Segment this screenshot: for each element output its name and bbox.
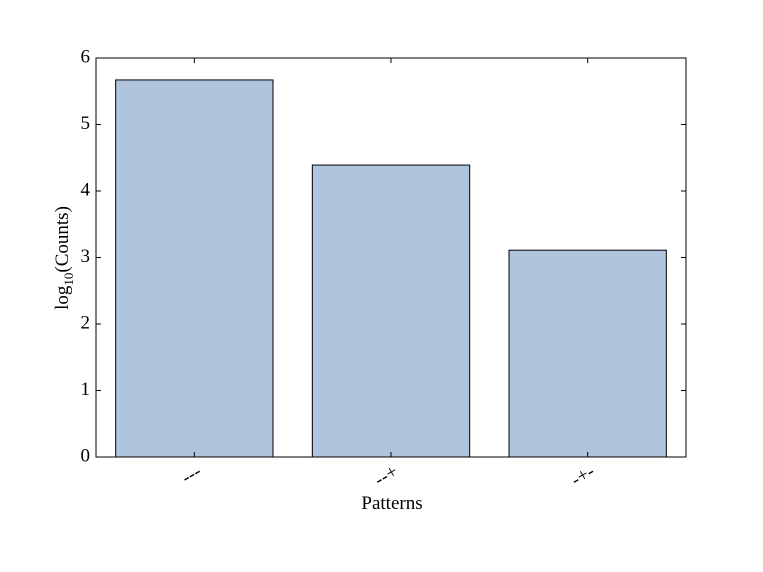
y-tick-label: 2	[81, 312, 91, 333]
x-tick-label: ---	[178, 461, 205, 489]
y-label-rest: (Counts)	[52, 206, 73, 273]
y-tick-label: 3	[81, 246, 91, 267]
y-tick-label: 4	[81, 179, 91, 200]
y-tick-label: 1	[81, 379, 91, 400]
y-tick-label: 5	[81, 113, 91, 134]
x-tick-label: -+-	[568, 461, 599, 491]
y-tick-label: 0	[81, 445, 91, 466]
y-axis-label: log10(Counts)	[52, 206, 76, 310]
y-label-sub: 10	[61, 273, 76, 286]
x-axis-label: Patterns	[361, 493, 422, 514]
bar	[115, 79, 274, 458]
bar	[311, 164, 471, 458]
y-tick-label: 6	[81, 46, 91, 67]
y-label-base: log	[52, 285, 73, 310]
x-tick-label: --+	[371, 461, 402, 491]
bar	[508, 249, 667, 458]
